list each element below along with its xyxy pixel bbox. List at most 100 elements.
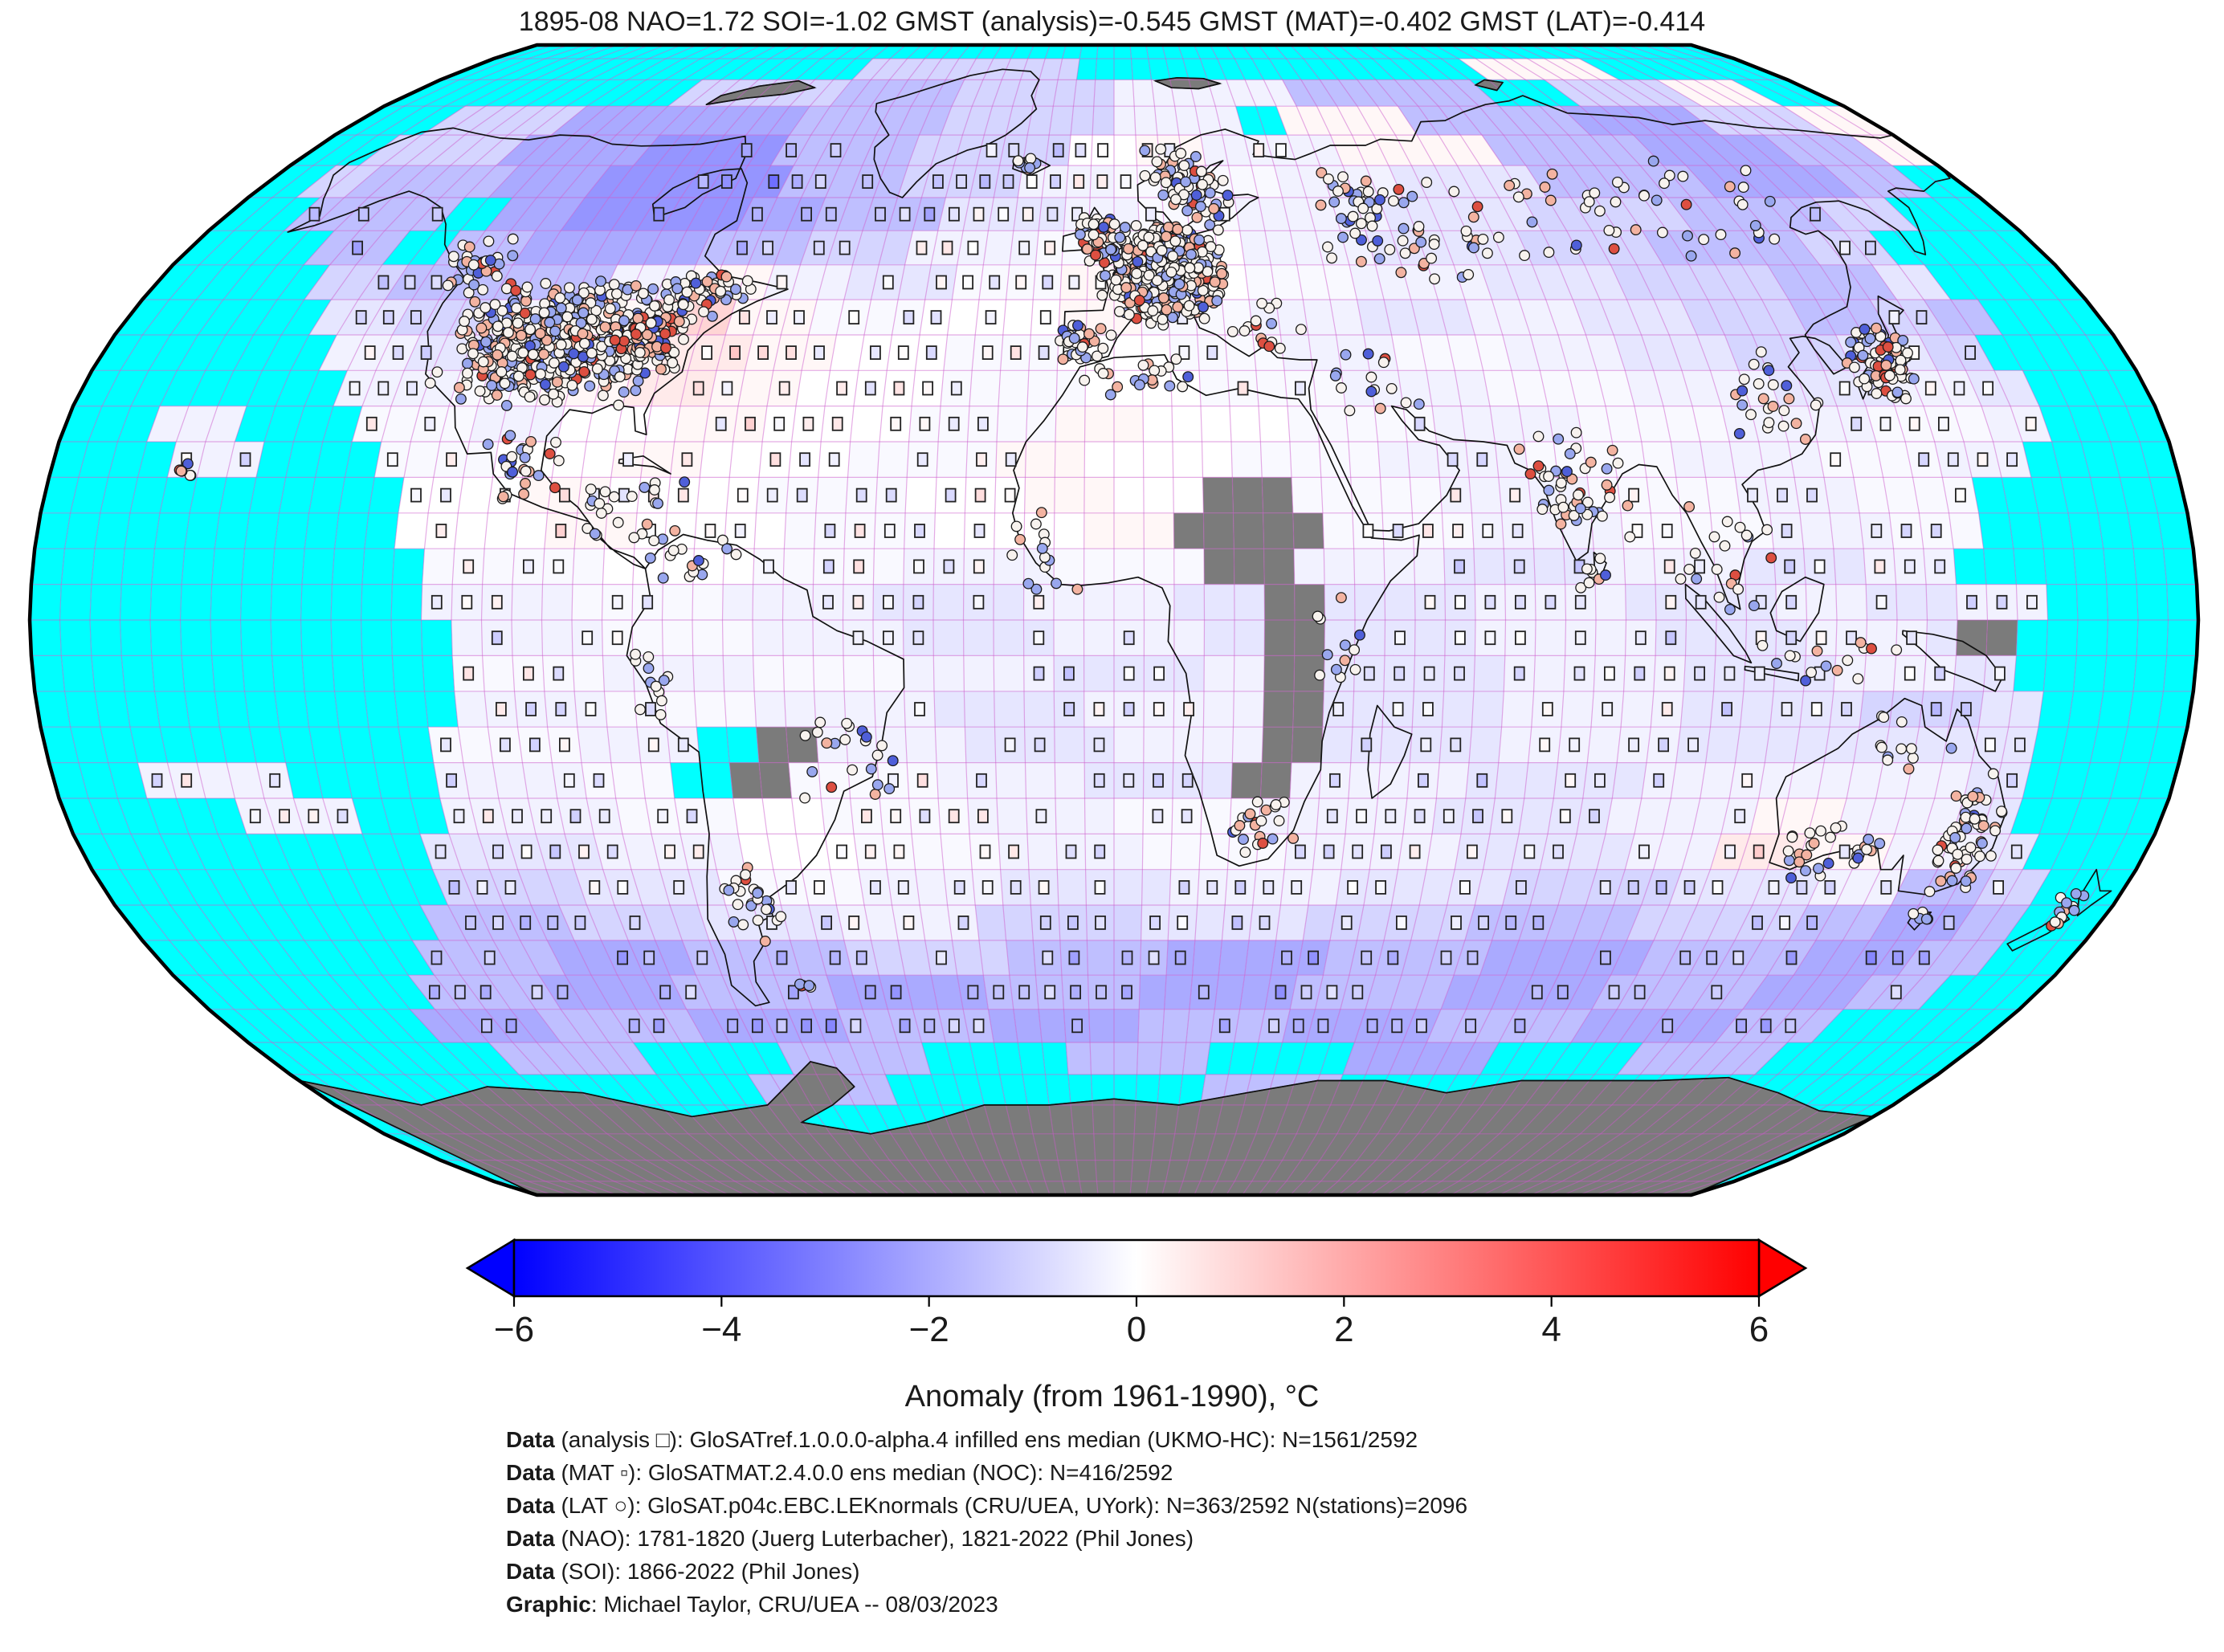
mat-cell-square [1753, 844, 1765, 859]
mat-cell-square [930, 310, 942, 325]
lat-station-circle [1337, 231, 1349, 243]
mat-cell-square [1806, 916, 1818, 930]
lat-station-circle [507, 250, 519, 262]
lat-station-circle [1132, 255, 1144, 267]
lat-station-circle [1151, 156, 1163, 168]
mat-cell-square [1067, 916, 1079, 930]
mat-cell-square [852, 630, 864, 646]
lat-station-circle [1323, 173, 1334, 185]
lat-station-circle [1763, 365, 1775, 377]
mat-cell-square [941, 240, 953, 255]
lat-station-circle [1581, 496, 1594, 508]
mat-cell-square [1890, 985, 1902, 1000]
mat-cell-square [1628, 737, 1639, 753]
mat-cell-square [1594, 773, 1606, 788]
mat-cell-square [1050, 174, 1061, 190]
lat-station-circle [584, 380, 596, 392]
mat-cell-square [949, 1018, 960, 1034]
lat-station-circle [1611, 176, 1623, 188]
lat-station-circle [527, 349, 539, 361]
severnaya-zemlya-coastline [1475, 79, 1504, 92]
mat-cell-square [786, 880, 797, 895]
lat-station-circle [453, 381, 465, 394]
lat-station-circle [1842, 655, 1854, 667]
mat-cell-square [1512, 524, 1524, 538]
mat-cell-square [653, 1018, 665, 1034]
svalbard-coastline [1154, 76, 1221, 90]
lat-station-circle [1729, 247, 1741, 259]
mat-cell-square [1779, 916, 1791, 930]
mat-cell-square [541, 809, 553, 824]
mat-cell-square [1075, 143, 1087, 158]
mat-cell-square [1777, 487, 1788, 503]
lat-station-circle [1924, 886, 1936, 898]
mat-cell-square [1326, 985, 1338, 1000]
mat-cell-square [269, 773, 281, 788]
lat-station-circle [1719, 540, 1731, 552]
lat-station-circle [1733, 427, 1745, 439]
mat-cell-square [916, 773, 928, 788]
lat-station-circle [1110, 274, 1122, 286]
mat-cell-square [957, 916, 969, 930]
mat-cell-square [757, 345, 769, 361]
lat-station-circle [1173, 278, 1185, 290]
lat-station-circle [1974, 850, 1985, 863]
lat-station-circle [1010, 520, 1022, 532]
mat-cell-square [985, 310, 997, 325]
lat-station-circle [1250, 315, 1262, 327]
mat-cell-square [776, 1018, 788, 1034]
mat-cell-square [729, 345, 741, 361]
lat-station-circle [1561, 466, 1573, 478]
lat-station-circle [175, 465, 187, 477]
lat-station-circle [1874, 838, 1886, 850]
mat-cell-square [435, 524, 447, 538]
lat-station-circle [462, 367, 473, 379]
lat-station-circle [1329, 369, 1341, 381]
lat-station-circle [1477, 233, 1489, 245]
lat-station-circle [677, 299, 689, 311]
mat-cell-square [589, 880, 601, 895]
mat-cell-square [922, 381, 933, 396]
mat-cell-square [794, 310, 805, 325]
mat-cell-square [355, 310, 367, 325]
lat-station-circle [1900, 393, 1912, 405]
lat-station-circle [1852, 852, 1864, 864]
mat-cell-square [628, 1018, 640, 1034]
lat-station-circle [1406, 190, 1418, 202]
mat-cell-square [440, 487, 451, 503]
colorbar-tick-label: 2 [1334, 1310, 1353, 1349]
mat-cell-square [1916, 310, 1928, 325]
mat-cell-square [979, 844, 991, 859]
lat-station-circle [1112, 381, 1124, 393]
lat-station-circle [1160, 177, 1172, 189]
credit-line: Data (LAT ○): GloSAT.p04c.EBC.LEKnormals… [506, 1493, 1468, 1518]
mat-cell-square [1947, 452, 1959, 467]
lat-station-circle [871, 749, 883, 761]
lat-station-circle [525, 435, 537, 447]
lat-station-circle [1806, 667, 1818, 679]
lat-station-circle [499, 377, 511, 390]
lat-station-circle [486, 380, 498, 391]
lat-station-circle [1950, 790, 1962, 802]
lat-station-circle [1357, 202, 1369, 214]
lat-station-circle [548, 388, 560, 400]
mat-cell-square [1035, 809, 1047, 824]
lat-station-circle [1074, 229, 1086, 240]
lat-station-circle [1097, 342, 1109, 354]
mat-cell-square [788, 985, 799, 1000]
lat-station-circle [1123, 243, 1134, 255]
lat-station-circle [1244, 808, 1256, 820]
mat-cell-square [899, 1018, 911, 1034]
mat-cell-square [1864, 240, 1876, 255]
mat-cell-square [1329, 773, 1341, 788]
mat-cell-square [1531, 985, 1543, 1000]
lat-station-circle [803, 980, 815, 992]
mat-cell-square [890, 809, 902, 824]
lat-station-circle [500, 399, 512, 411]
mat-cell-square [686, 809, 698, 824]
mat-cell-square [855, 950, 867, 965]
mat-cell-square [1015, 275, 1027, 290]
mat-cell-square [1476, 773, 1488, 788]
mat-cell-square [1943, 916, 1955, 930]
mat-cell-square [1501, 809, 1513, 824]
